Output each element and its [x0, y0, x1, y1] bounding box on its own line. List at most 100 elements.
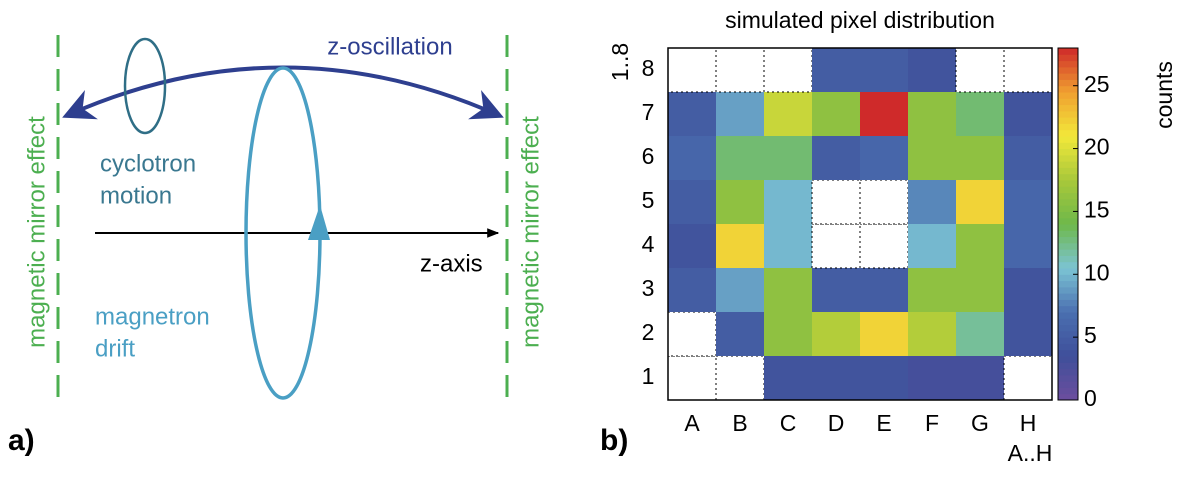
colorbar-band [1058, 85, 1078, 93]
colorbar-band [1058, 66, 1078, 74]
colorbar-label: counts [1151, 61, 1177, 129]
colorbar-frame [1057, 47, 1079, 401]
empty-cell [667, 47, 717, 93]
colorbar-tick-label: 15 [1084, 197, 1110, 223]
empty-cell [811, 223, 861, 269]
colorbar-band [1058, 129, 1078, 137]
cyclotron-label: motion [100, 182, 172, 209]
cell [716, 224, 764, 268]
x-tick-label: D [828, 410, 845, 436]
colorbar-band [1058, 230, 1078, 238]
cyclotron-label: cyclotron [100, 150, 196, 177]
colorbar-band [1058, 255, 1078, 263]
cell [956, 224, 1004, 268]
colorbar-band [1058, 387, 1078, 395]
colorbar-band [1058, 299, 1078, 307]
cell [716, 136, 764, 180]
colorbar-tick-label: 10 [1084, 259, 1110, 285]
colorbar-band [1058, 293, 1078, 300]
colorbar-band [1058, 312, 1078, 319]
cell [668, 180, 716, 224]
cell [860, 356, 908, 400]
colorbar-band [1058, 343, 1078, 351]
oscillation-label: z-oscillation [327, 33, 452, 60]
colorbar-band [1058, 236, 1078, 244]
empty-cell [1003, 355, 1053, 401]
cell [908, 268, 956, 312]
cell [668, 136, 716, 180]
colorbar-band [1058, 381, 1078, 388]
mirror-label: magnetic mirror effect [517, 116, 544, 348]
colorbar-band [1058, 268, 1078, 275]
colorbar-band [1058, 374, 1078, 382]
cell [956, 136, 1004, 180]
cell [764, 268, 812, 312]
colorbar-band [1058, 249, 1078, 256]
z-axis-label: z-axis [420, 250, 483, 277]
y-tick-label: 7 [642, 99, 655, 125]
colorbar-band [1058, 349, 1078, 357]
cell [764, 224, 812, 268]
colorbar-band [1058, 73, 1078, 80]
colorbar-band [1058, 217, 1078, 225]
cell [956, 356, 1004, 400]
cell [668, 268, 716, 312]
cell [764, 92, 812, 136]
colorbar-tick-label: 5 [1084, 322, 1097, 348]
empty-cell [715, 355, 765, 401]
cell [908, 92, 956, 136]
empty-cell [667, 311, 717, 357]
y-axis-label: 1..8 [607, 43, 633, 81]
colorbar-band [1058, 224, 1078, 231]
cell [764, 356, 812, 400]
colorbar-band [1058, 192, 1078, 200]
cell [860, 92, 908, 136]
cell [956, 92, 1004, 136]
cell [860, 136, 908, 180]
cell [908, 224, 956, 268]
oscillation-arc [62, 65, 504, 120]
colorbar-band [1058, 305, 1078, 313]
x-tick-label: G [971, 410, 989, 436]
empty-cell [859, 179, 909, 225]
x-tick-label: C [780, 410, 797, 436]
y-tick-label: 1 [642, 363, 655, 389]
empty-cell [763, 47, 813, 93]
colorbar-band [1058, 154, 1078, 162]
cell [764, 312, 812, 356]
colorbar-band [1058, 48, 1078, 55]
colorbar-band [1058, 136, 1078, 143]
colorbar-tick-label: 25 [1084, 71, 1110, 97]
cell [1004, 268, 1052, 312]
x-tick-label: B [732, 410, 747, 436]
cell [764, 136, 812, 180]
cell [812, 268, 860, 312]
chart-title: simulated pixel distribution [725, 7, 995, 33]
colorbar-band [1058, 280, 1078, 288]
magnetron-label: magnetron [95, 303, 210, 330]
colorbar-band [1058, 173, 1078, 181]
cell [1004, 312, 1052, 356]
empty-cell [1003, 47, 1053, 93]
cell [908, 356, 956, 400]
x-tick-label: E [876, 410, 891, 436]
colorbar-band [1058, 142, 1078, 150]
cell [812, 92, 860, 136]
y-tick-label: 5 [642, 187, 655, 213]
x-tick-label: F [925, 410, 939, 436]
magnetron-label: drift [95, 335, 135, 362]
colorbar-band [1058, 211, 1078, 219]
colorbar-band [1058, 60, 1078, 68]
cell [860, 312, 908, 356]
plot-frame [667, 47, 1053, 401]
colorbar-band [1058, 261, 1078, 269]
colorbar-tick-label: 20 [1084, 134, 1110, 160]
colorbar-band [1058, 274, 1078, 282]
diagram: magnetic mirror effect magnetic mirror e… [8, 33, 544, 457]
colorbar-band [1058, 198, 1078, 206]
x-tick-label: A [684, 410, 700, 436]
cell [668, 92, 716, 136]
colorbar-band [1058, 356, 1078, 363]
cell [716, 92, 764, 136]
cell [908, 136, 956, 180]
